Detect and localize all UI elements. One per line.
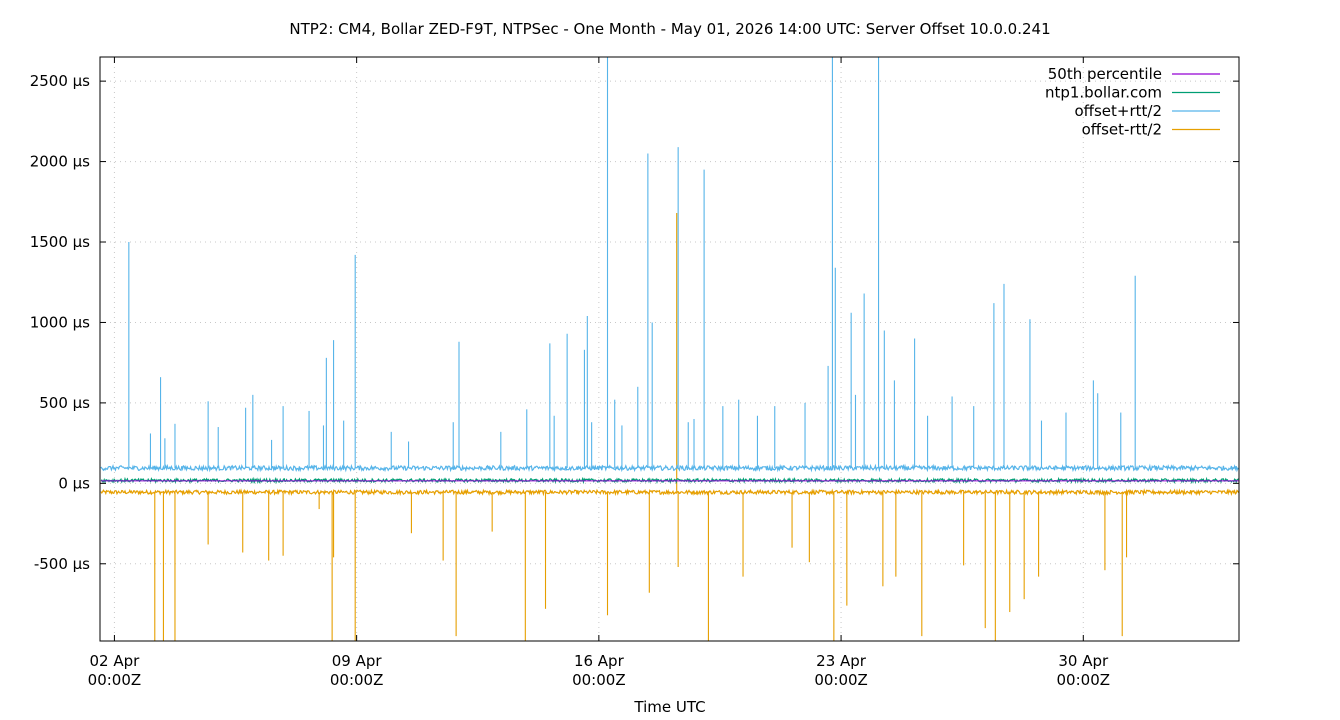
y-tick-label: 500 µs <box>39 394 90 412</box>
series-line <box>100 463 1240 473</box>
x-tick-label: 30 Apr <box>1058 652 1109 670</box>
series-line <box>100 488 1240 497</box>
x-tick-label-time: 00:00Z <box>1057 671 1111 689</box>
x-tick-label-time: 00:00Z <box>814 671 868 689</box>
y-tick-label: 0 µs <box>58 474 90 492</box>
legend-label: 50th percentile <box>1048 65 1162 83</box>
legend-label: offset-rtt/2 <box>1082 121 1162 139</box>
legend: 50th percentilentp1.bollar.comoffset+rtt… <box>1045 65 1220 139</box>
x-tick-label-time: 00:00Z <box>330 671 384 689</box>
y-tick-label: 2000 µs <box>30 153 90 171</box>
series-2-group <box>100 57 1240 473</box>
x-tick-label: 23 Apr <box>816 652 867 670</box>
series-3-group <box>100 213 1240 641</box>
x-tick-label: 09 Apr <box>332 652 383 670</box>
x-axis-label: Time UTC <box>633 698 705 716</box>
grid <box>100 57 1239 641</box>
plot-frame <box>99 56 1240 642</box>
y-tick-label: -500 µs <box>34 555 90 573</box>
chart-title: NTP2: CM4, Bollar ZED-F9T, NTPSec - One … <box>289 20 1050 38</box>
series-1-group <box>100 476 1239 485</box>
x-tick-label-time: 00:00Z <box>88 671 142 689</box>
plot-area <box>100 57 1240 641</box>
y-tick-label: 1000 µs <box>30 313 90 331</box>
series-line <box>100 476 1239 485</box>
legend-label: ntp1.bollar.com <box>1045 84 1162 102</box>
y-tick-label: 2500 µs <box>30 72 90 90</box>
x-tick-label-time: 00:00Z <box>572 671 626 689</box>
y-tick-label: 1500 µs <box>30 233 90 251</box>
x-tick-label: 16 Apr <box>574 652 625 670</box>
axes: 2500 µs 2000 µs 1500 µs 1000 µs 500 µs 0 µs -5… <box>30 57 1239 689</box>
x-tick-label: 02 Apr <box>90 652 141 670</box>
legend-label: offset+rtt/2 <box>1074 102 1162 120</box>
